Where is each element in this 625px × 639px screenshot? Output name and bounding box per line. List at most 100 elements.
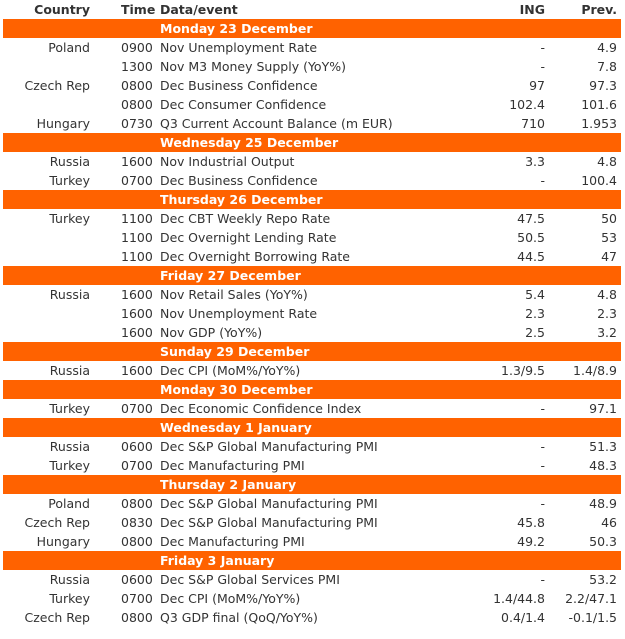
header-event: Data/event [160, 2, 238, 17]
ing-cell: - [540, 458, 545, 473]
table-row: Turkey 0700 Dec CPI (MoM%/YoY%) 1.4/44.8 2.2… [3, 589, 621, 608]
prev-cell: 3.2 [597, 325, 617, 340]
event-cell: Nov GDP (YoY%) [160, 325, 263, 340]
table-row: Hungary 0800 Dec Manufacturing PMI 49.2 50.3 [3, 532, 621, 551]
day-label: Wednesday 25 December [160, 135, 339, 150]
calendar-table: Country Time Data/event ING Prev. Monday… [3, 0, 621, 627]
header-country: Country [34, 2, 90, 17]
time-cell: 0700 [121, 173, 153, 188]
prev-cell: 4.8 [597, 287, 617, 302]
table-row: Turkey 0700 Dec Economic Confidence Index -… [3, 399, 621, 418]
event-cell: Dec Manufacturing PMI [160, 534, 305, 549]
ing-cell: - [540, 59, 545, 74]
prev-cell: 97.3 [589, 78, 617, 93]
table-row: Russia 1600 Nov Industrial Output 3.3 4.8 [3, 152, 621, 171]
ing-cell: 0.4/1.4 [501, 610, 545, 625]
header-time: Time [121, 2, 156, 17]
ing-cell: 3.3 [525, 154, 545, 169]
event-cell: Dec CBT Weekly Repo Rate [160, 211, 331, 226]
ing-cell: 5.4 [525, 287, 545, 302]
event-cell: Dec S&P Global Manufacturing PMI [160, 439, 378, 454]
day-label: Friday 3 January [160, 553, 275, 568]
table-row: Turkey 0700 Dec Manufacturing PMI - 48.3 [3, 456, 621, 475]
ing-cell: 50.5 [517, 230, 545, 245]
time-cell: 1600 [121, 325, 153, 340]
time-cell: 0800 [121, 496, 153, 511]
event-cell: Dec Economic Confidence Index [160, 401, 362, 416]
prev-cell: 101.6 [581, 97, 617, 112]
prev-cell: 48.3 [589, 458, 617, 473]
ing-cell: 47.5 [517, 211, 545, 226]
time-cell: 1300 [121, 59, 153, 74]
prev-cell: 51.3 [589, 439, 617, 454]
event-cell: Dec Overnight Lending Rate [160, 230, 337, 245]
time-cell: 1600 [121, 154, 153, 169]
prev-cell: 53.2 [589, 572, 617, 587]
day-header: Friday 27 December [3, 266, 621, 285]
prev-cell: 4.9 [597, 40, 617, 55]
event-cell: Dec Overnight Borrowing Rate [160, 249, 350, 264]
time-cell: 0700 [121, 591, 153, 606]
ing-cell: - [540, 496, 545, 511]
country-cell: Hungary [36, 534, 90, 549]
table-row: 1100 Dec Overnight Lending Rate 50.5 53 [3, 228, 621, 247]
country-cell: Russia [49, 287, 90, 302]
table-row: 0800 Dec Consumer Confidence 102.4 101.6 [3, 95, 621, 114]
ing-cell: 49.2 [517, 534, 545, 549]
time-cell: 1600 [121, 287, 153, 302]
event-cell: Dec CPI (MoM%/YoY%) [160, 363, 301, 378]
prev-cell: -0.1/1.5 [568, 610, 617, 625]
table-row: Russia 0600 Dec S&P Global Services PMI - 53… [3, 570, 621, 589]
table-row: Russia 1600 Dec CPI (MoM%/YoY%) 1.3/9.5 1.4/… [3, 361, 621, 380]
event-cell: Dec S&P Global Manufacturing PMI [160, 515, 378, 530]
country-cell: Hungary [36, 116, 90, 131]
event-cell: Dec S&P Global Services PMI [160, 572, 340, 587]
table-row: Turkey 0700 Dec Business Confidence - 100.4 [3, 171, 621, 190]
prev-cell: 100.4 [581, 173, 617, 188]
prev-cell: 2.3 [597, 306, 617, 321]
event-cell: Dec Consumer Confidence [160, 97, 327, 112]
day-header: Wednesday 25 December [3, 133, 621, 152]
table-row: 1100 Dec Overnight Borrowing Rate 44.5 47 [3, 247, 621, 266]
time-cell: 1100 [121, 249, 153, 264]
day-header: Thursday 2 January [3, 475, 621, 494]
event-cell: Dec Manufacturing PMI [160, 458, 305, 473]
time-cell: 1600 [121, 306, 153, 321]
country-cell: Russia [49, 439, 90, 454]
day-label: Friday 27 December [160, 268, 301, 283]
prev-cell: 48.9 [589, 496, 617, 511]
event-cell: Nov Industrial Output [160, 154, 295, 169]
prev-cell: 50 [601, 211, 617, 226]
day-label: Wednesday 1 January [160, 420, 312, 435]
ing-cell: - [540, 439, 545, 454]
ing-cell: - [540, 401, 545, 416]
table-row: 1300 Nov M3 Money Supply (YoY%) - 7.8 [3, 57, 621, 76]
table-row: 1600 Nov Unemployment Rate 2.3 2.3 [3, 304, 621, 323]
country-cell: Russia [49, 154, 90, 169]
day-header: Monday 30 December [3, 380, 621, 399]
table-row: Russia 0600 Dec S&P Global Manufacturing P… [3, 437, 621, 456]
ing-cell: - [540, 40, 545, 55]
event-cell: Nov Unemployment Rate [160, 306, 318, 321]
day-label: Monday 23 December [160, 21, 313, 36]
ing-cell: 44.5 [517, 249, 545, 264]
day-header: Sunday 29 December [3, 342, 621, 361]
time-cell: 0800 [121, 534, 153, 549]
country-cell: Turkey [49, 173, 90, 188]
event-cell: Dec S&P Global Manufacturing PMI [160, 496, 378, 511]
prev-cell: 53 [601, 230, 617, 245]
ing-cell: 97 [529, 78, 545, 93]
ing-cell: - [540, 572, 545, 587]
country-cell: Turkey [49, 401, 90, 416]
table-row: Poland 0900 Nov Unemployment Rate - 4.9 [3, 38, 621, 57]
country-cell: Poland [48, 496, 90, 511]
time-cell: 0730 [121, 116, 153, 131]
table-row: 1600 Nov GDP (YoY%) 2.5 3.2 [3, 323, 621, 342]
day-label: Thursday 2 January [160, 477, 297, 492]
ing-cell: 102.4 [509, 97, 545, 112]
country-cell: Turkey [49, 591, 90, 606]
day-header: Monday 23 December [3, 19, 621, 38]
table-header: Country Time Data/event ING Prev. [3, 0, 621, 19]
prev-cell: 47 [601, 249, 617, 264]
event-cell: Dec Business Confidence [160, 78, 318, 93]
